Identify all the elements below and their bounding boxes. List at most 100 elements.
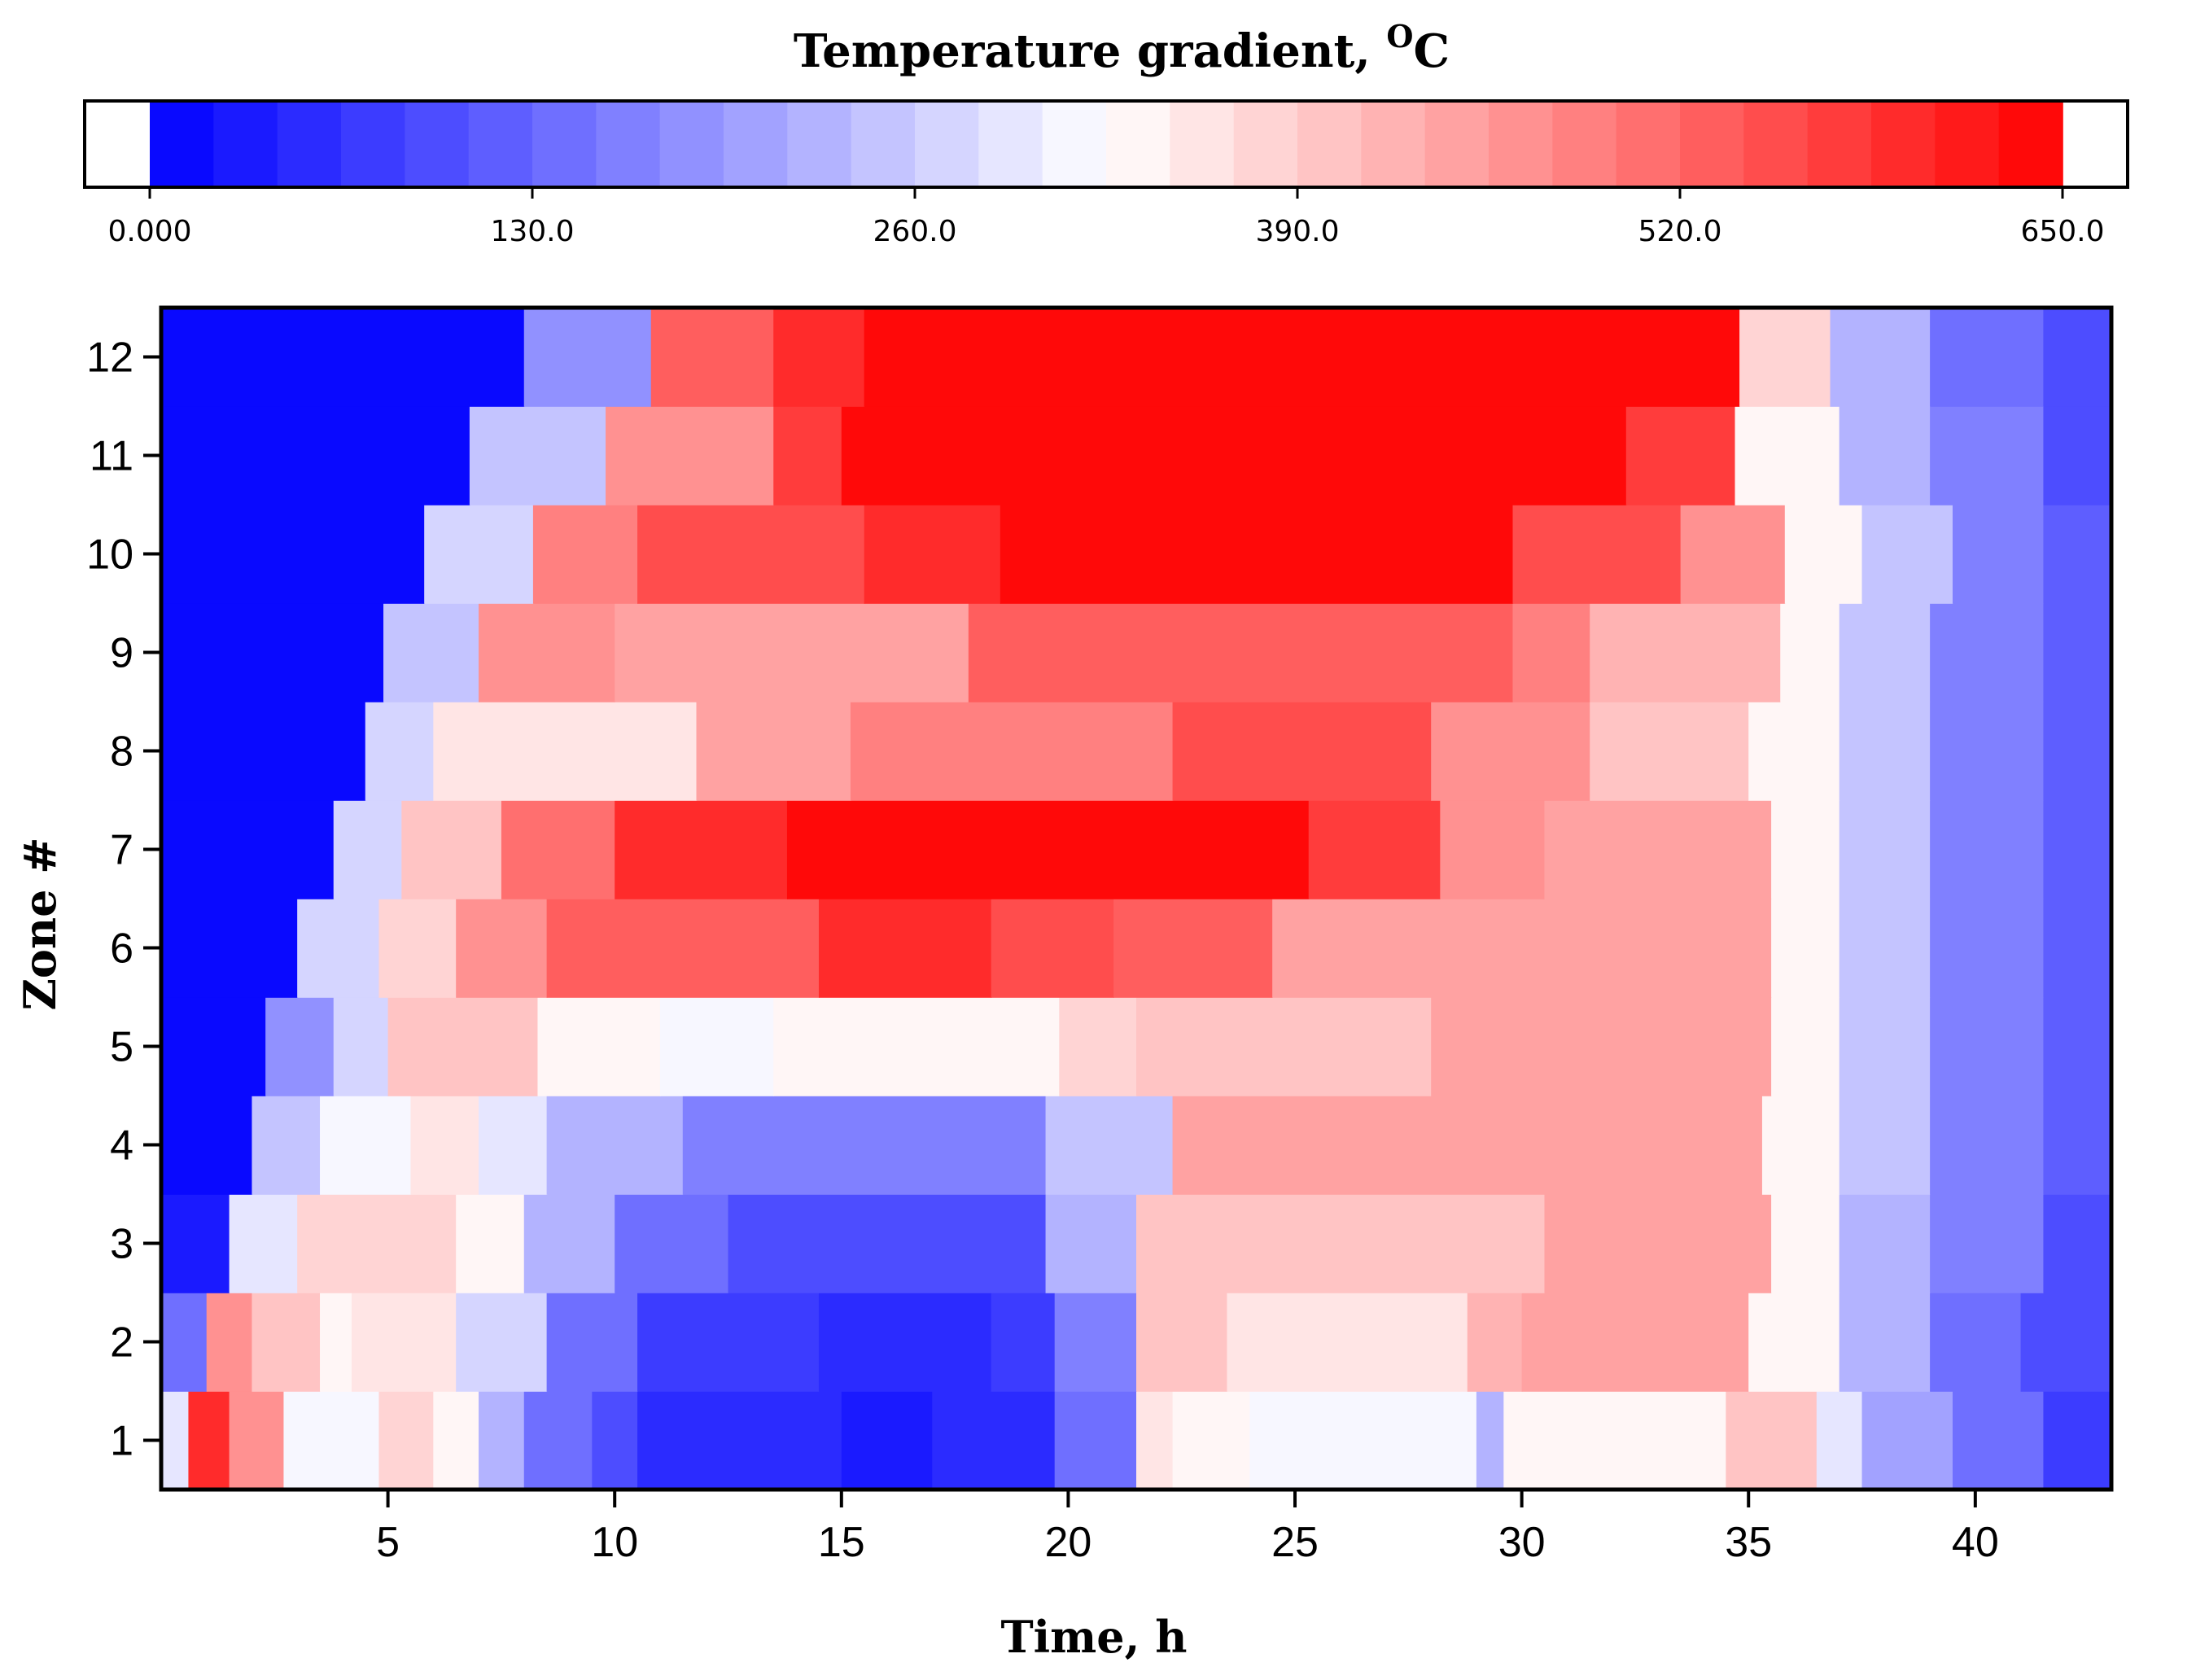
y-tick-label: 4 [110, 1122, 133, 1170]
heatmap-cell [1861, 1391, 1953, 1490]
heatmap-cell [252, 1096, 321, 1195]
heatmap-cell [1952, 505, 2045, 604]
heatmap-cell [1734, 406, 1840, 505]
heatmap-cell [1249, 1391, 1477, 1490]
heatmap-cell [1839, 997, 1931, 1096]
heatmap-cell [161, 997, 266, 1096]
heatmap-cell [161, 603, 384, 702]
heatmap-cell [501, 800, 616, 899]
heatmap-cell [1172, 1096, 1763, 1195]
heatmap-cell [615, 603, 969, 702]
heatmap-cell [1227, 1293, 1468, 1392]
heatmap-cell [2043, 899, 2112, 998]
colorbar-swatch [1616, 101, 1681, 187]
heatmap-cell [2043, 1194, 2112, 1293]
heatmap-cell [2043, 505, 2112, 604]
colorbar-swatch [1042, 101, 1107, 187]
heatmap-cell [283, 1391, 380, 1490]
heatmap-cell [229, 1391, 285, 1490]
heatmap-cell [1780, 603, 1840, 702]
colorbar-tick-label: 260.0 [873, 215, 956, 248]
colorbar-swatch [277, 101, 342, 187]
colorbar-tick-label: 650.0 [2020, 215, 2104, 248]
heatmap-cell [786, 800, 1310, 899]
heatmap-cell [615, 1194, 729, 1293]
heatmap-cell [1544, 1194, 1772, 1293]
heatmap-cell [1930, 997, 2045, 1096]
heatmap-cell [387, 997, 539, 1096]
heatmap-cell [864, 308, 1740, 407]
heatmap-cell [1726, 1391, 1818, 1490]
heatmap-cell [188, 1391, 230, 1490]
x-axis-label: Time, h [1000, 1611, 1187, 1663]
y-tick-label: 8 [110, 728, 133, 776]
heatmap-cell [1059, 997, 1137, 1096]
heatmap-cell [1590, 702, 1750, 801]
heatmap-cell [1136, 1194, 1546, 1293]
heatmap-cell [265, 997, 335, 1096]
colorbar-swatch [1552, 101, 1617, 187]
heatmap-cell [532, 505, 638, 604]
heatmap-cell [1503, 1391, 1550, 1490]
heatmap-cell [1839, 406, 1931, 505]
heatmap-cell [841, 1391, 934, 1490]
heatmap-cell [433, 702, 698, 801]
colorbar-swatch [724, 101, 789, 187]
heatmap-cell [968, 603, 1514, 702]
heatmap-cell [161, 406, 470, 505]
heatmap-cell [1054, 1293, 1137, 1392]
heatmap-cell [1861, 505, 1953, 604]
y-tick-label: 12 [86, 335, 133, 382]
colorbar-swatch [787, 101, 852, 187]
heatmap-cell [1000, 505, 1514, 604]
y-tick-label: 11 [90, 433, 133, 480]
colorbar-tick-label: 390.0 [1255, 215, 1339, 248]
heatmap-cell [206, 1293, 253, 1392]
heatmap-cell [841, 406, 1627, 505]
x-tick-label: 5 [376, 1519, 400, 1566]
colorbar-swatch [532, 101, 597, 187]
heatmap-cell [991, 1293, 1056, 1392]
x-tick-label: 40 [1952, 1519, 1999, 1566]
heatmap-cell [1771, 997, 1840, 1096]
colorbar-swatch [1743, 101, 1809, 187]
heatmap-cell [433, 1391, 479, 1490]
heatmap-cell [229, 1194, 298, 1293]
heatmap-cell [1680, 505, 1786, 604]
heatmap-cell [479, 1391, 525, 1490]
heatmap-cell [2043, 997, 2112, 1096]
heatmap-cell [378, 899, 457, 998]
heatmap-cell [1045, 1096, 1174, 1195]
heatmap-cell [1930, 1293, 2022, 1392]
heatmap-cell [1054, 1391, 1137, 1490]
colorbar-swatch [851, 101, 916, 187]
heatmap-cell [2043, 603, 2112, 702]
heatmap-cell [1839, 800, 1931, 899]
heatmap-cell [479, 603, 616, 702]
colorbar-tick-label: 130.0 [490, 215, 574, 248]
y-tick-label: 10 [86, 532, 133, 579]
heatmap-cell [297, 899, 380, 998]
heatmap-cell [1839, 1293, 1931, 1392]
heatmap-cell [161, 1391, 190, 1490]
colorbar [83, 99, 2129, 189]
heatmap-cell [456, 899, 548, 998]
colorbar-swatch [1998, 101, 2063, 187]
colorbar-swatch [978, 101, 1043, 187]
heatmap-cell [523, 1391, 593, 1490]
heatmap-cell [252, 1293, 321, 1392]
heatmap-cell [1045, 1194, 1137, 1293]
y-tick-label: 6 [110, 925, 133, 973]
heatmap-cell [2043, 1096, 2112, 1195]
heatmap-cell [991, 899, 1114, 998]
colorbar-swatch [596, 101, 661, 187]
heatmap-cell [1930, 406, 2045, 505]
heatmap-cell [1272, 899, 1446, 998]
heatmap-cell [696, 702, 851, 801]
colorbar-swatch [1871, 101, 1936, 187]
y-tick-label: 7 [110, 827, 133, 874]
heatmap-cell [1930, 308, 2045, 407]
colorbar-swatch [1489, 101, 1554, 187]
heatmap-cell [1771, 1194, 1840, 1293]
heatmap-cell [2043, 406, 2112, 505]
